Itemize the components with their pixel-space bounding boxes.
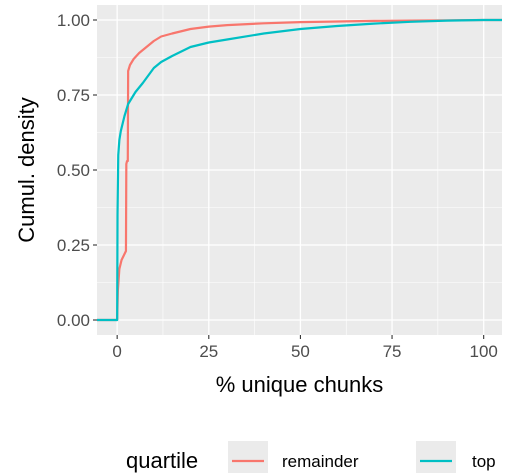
legend-title: quartile [126, 448, 198, 473]
y-tick-label: 0.25 [57, 236, 90, 255]
y-axis: 0.00 0.25 0.50 0.75 1.00 [57, 11, 97, 330]
y-tick-label: 0.75 [57, 86, 90, 105]
legend-key-top [416, 441, 456, 473]
series-layer [97, 18, 502, 322]
x-axis-title: % unique chunks [216, 372, 384, 397]
series-line-remainder [97, 18, 502, 322]
legend-label-remainder: remainder [282, 452, 359, 471]
legend-label-top: top [472, 452, 496, 471]
x-tick-label: 25 [199, 342, 218, 361]
grid-major [97, 5, 502, 335]
x-tick-label: 50 [291, 342, 310, 361]
x-tick-label: 100 [469, 342, 497, 361]
legend-key-remainder [228, 441, 268, 473]
y-tick-label: 1.00 [57, 11, 90, 30]
y-axis-title: Cumul. density [14, 97, 39, 243]
series-line-top [97, 18, 502, 322]
y-tick-label: 0.50 [57, 161, 90, 180]
legend-item-top: top [416, 441, 496, 473]
legend-item-remainder: remainder [228, 441, 359, 473]
x-tick-label: 75 [383, 342, 402, 361]
x-tick-label: 0 [112, 342, 121, 361]
x-axis: 0 25 50 75 100 [112, 335, 498, 361]
y-tick-label: 0.00 [57, 311, 90, 330]
legend: quartile remainder top [126, 441, 496, 473]
